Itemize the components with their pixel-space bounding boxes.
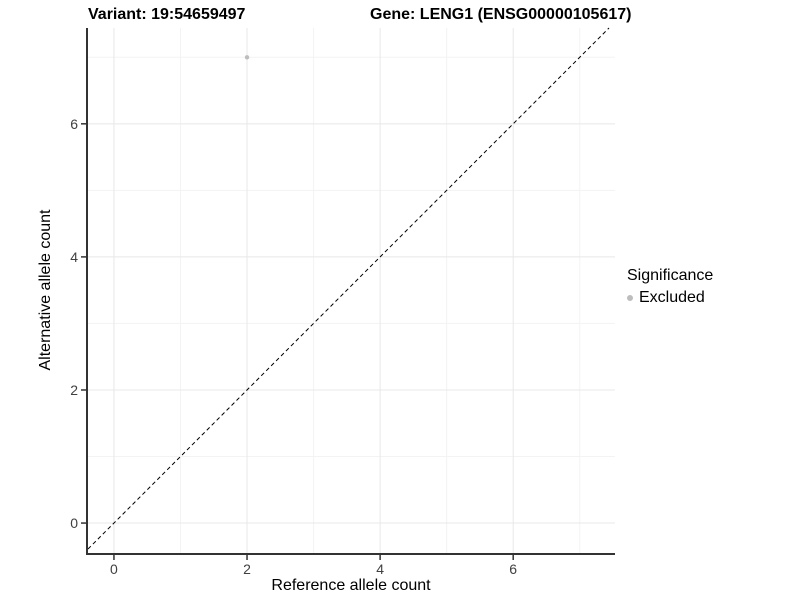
legend-title: Significance: [627, 267, 714, 284]
identity-line: [87, 27, 610, 550]
y-tick-label: 0: [70, 515, 78, 532]
y-tick-label: 6: [70, 115, 78, 132]
x-tick-label: 0: [110, 561, 118, 577]
plot-title-variant: Variant: 19:54659497: [88, 6, 246, 23]
legend-point-icon: [627, 295, 633, 301]
legend: Significance Excluded: [627, 267, 713, 307]
y-tick-label: 4: [70, 248, 78, 265]
data-point: [244, 55, 250, 60]
y-tick-label: 2: [70, 381, 78, 398]
legend-items: Excluded: [627, 289, 713, 307]
x-tick-label: 2: [243, 561, 251, 577]
y-axis-title: Alternative allele count: [37, 209, 54, 371]
legend-item: Excluded: [627, 289, 713, 307]
x-tick-label: 4: [376, 561, 385, 577]
legend-item-label: Excluded: [639, 289, 705, 306]
x-axis-title: Reference allele count: [271, 577, 431, 594]
x-tick-label: 6: [509, 561, 518, 577]
plot-title-gene: Gene: LENG1 (ENSG00000105617): [370, 6, 632, 23]
